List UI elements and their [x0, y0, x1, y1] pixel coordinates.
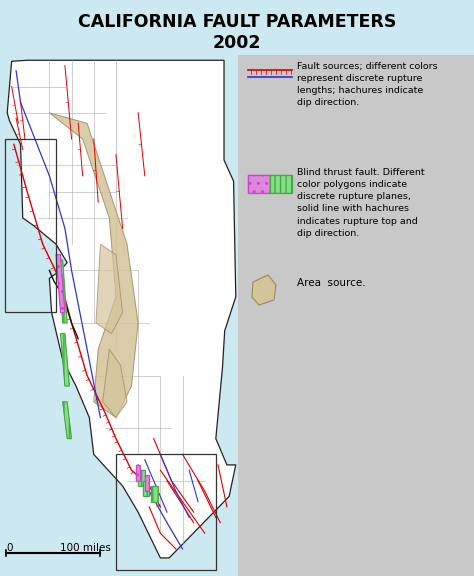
Polygon shape	[7, 60, 236, 558]
Polygon shape	[61, 334, 69, 386]
Polygon shape	[252, 275, 276, 305]
Bar	[248, 175, 270, 193]
Bar	[238, 55, 474, 575]
Text: 100 miles: 100 miles	[60, 543, 111, 553]
Bar	[270, 175, 292, 193]
Polygon shape	[145, 475, 149, 491]
Bar	[0, 0, 238, 576]
Polygon shape	[143, 480, 149, 497]
Text: Area  source.: Area source.	[297, 278, 365, 288]
Polygon shape	[63, 402, 72, 438]
Text: 2002: 2002	[213, 34, 261, 52]
Text: Blind thrust fault. Different
color polygons indicate
discrete rupture planes,
s: Blind thrust fault. Different color poly…	[297, 168, 425, 238]
Polygon shape	[56, 255, 65, 313]
Polygon shape	[96, 244, 123, 334]
Text: Fault sources; different colors
represent discrete rupture
lengths; hachures ind: Fault sources; different colors represen…	[297, 62, 438, 108]
Bar	[5, 139, 56, 313]
Bar	[116, 454, 216, 570]
Polygon shape	[152, 486, 158, 502]
Polygon shape	[103, 349, 127, 418]
Text: 0: 0	[6, 543, 12, 553]
Polygon shape	[138, 470, 145, 486]
Polygon shape	[49, 113, 138, 418]
Text: CALIFORNIA FAULT PARAMETERS: CALIFORNIA FAULT PARAMETERS	[78, 13, 396, 31]
Bar	[248, 175, 270, 193]
Bar	[270, 175, 292, 193]
Polygon shape	[58, 260, 67, 323]
Polygon shape	[136, 465, 140, 480]
Bar	[0, 0, 474, 55]
